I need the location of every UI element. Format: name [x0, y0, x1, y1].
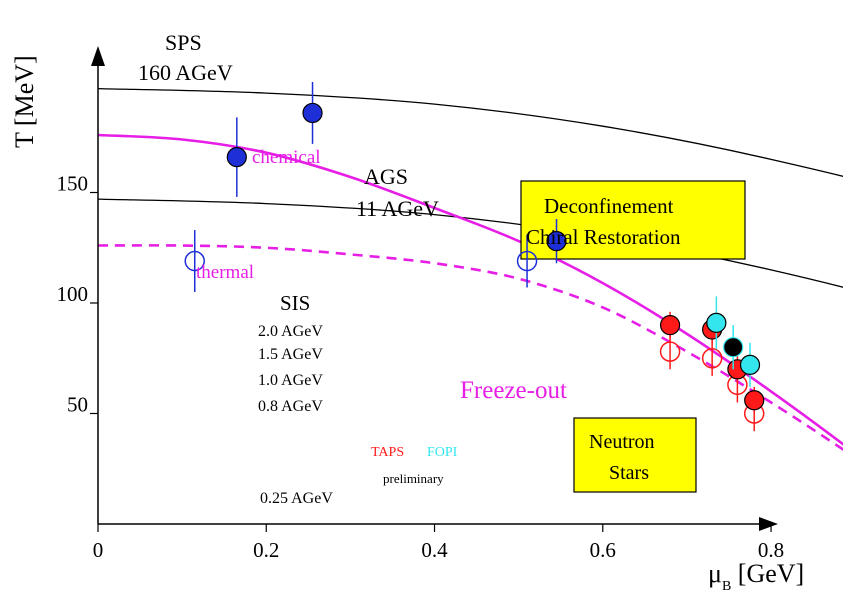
x-tick-label: 0.4	[421, 538, 448, 562]
y-tick-label: 50	[67, 393, 88, 417]
sis-data-point-open	[701, 348, 723, 369]
ags-data-point	[546, 231, 567, 252]
chemical-freeze-out-curve	[97, 133, 843, 446]
outer-phase-boundary-line	[97, 87, 843, 177]
ags-data-point-open	[516, 250, 538, 272]
ags-label: AGS	[364, 164, 408, 189]
sis-label: SIS	[280, 291, 310, 315]
preliminary-label: preliminary	[383, 471, 444, 486]
x-axis-label-unit: [GeV]	[731, 559, 804, 588]
x-tick-label: 0	[93, 538, 104, 562]
x-axis-arrowhead	[759, 517, 778, 531]
y-tick-label: 100	[57, 282, 89, 306]
y-tick-label: 150	[57, 172, 89, 196]
thermal-label: thermal	[196, 262, 254, 283]
fopi-data-point	[723, 337, 744, 358]
fopi-label: FOPI	[427, 445, 458, 460]
ags-energy-label: 11 AGeV	[356, 196, 439, 221]
sps-data-point-open	[184, 250, 205, 272]
x-axis-label-symbol: μ	[708, 559, 722, 588]
sps-data-point	[226, 147, 247, 168]
freeze-out-label: Freeze-out	[460, 377, 567, 404]
neutron-stars-box	[573, 417, 697, 493]
curves-layer	[97, 87, 843, 452]
deconfinement-label: Deconfinement	[544, 194, 674, 218]
sps-data-point	[302, 102, 323, 124]
x-axis-label: μB [GeV]	[708, 559, 804, 594]
fopi-data-point	[706, 312, 727, 333]
points-layer	[184, 82, 765, 432]
x-tick-label: 0.6	[590, 538, 616, 562]
y-axis-arrowhead	[91, 46, 105, 66]
chiral-restoration-label: Chiral Restoration	[526, 225, 681, 249]
y-axis-label: T [MeV]	[10, 55, 39, 148]
neutron-label: Neutron	[589, 431, 655, 453]
sis-2-0-label: 2.0 AGeV	[258, 323, 323, 340]
sps-label: SPS	[165, 30, 202, 55]
sis-0-8-label: 0.8 AGeV	[258, 398, 323, 415]
sps-energy-label: 160 AGeV	[138, 60, 233, 85]
sis-data-point	[659, 315, 681, 336]
x-axis-label-subscript: B	[722, 579, 731, 594]
text-layer: T [MeV] μB [GeV] SPS 160 AGeV AGS 11 AGe…	[10, 30, 804, 594]
sis-1-0-label: 1.0 AGeV	[258, 372, 323, 389]
sis-data-point	[744, 390, 765, 411]
sis-0-25-label: 0.25 AGeV	[260, 490, 333, 507]
x-tick-label: 0.8	[758, 538, 784, 562]
x-tick-label: 0.2	[253, 538, 279, 562]
sis-data-point-open	[659, 341, 681, 362]
sis-1-5-label: 1.5 AGeV	[258, 346, 323, 363]
inner-phase-boundary-line	[97, 198, 843, 288]
axes-layer: 00.20.40.60.81.01.250100150	[57, 46, 784, 562]
fopi-data-point	[739, 354, 761, 375]
chemical-label: chemical	[252, 147, 321, 168]
stars-label: Stars	[609, 462, 649, 484]
thermal-freeze-out-curve	[97, 244, 843, 452]
taps-label: TAPS	[371, 445, 404, 460]
